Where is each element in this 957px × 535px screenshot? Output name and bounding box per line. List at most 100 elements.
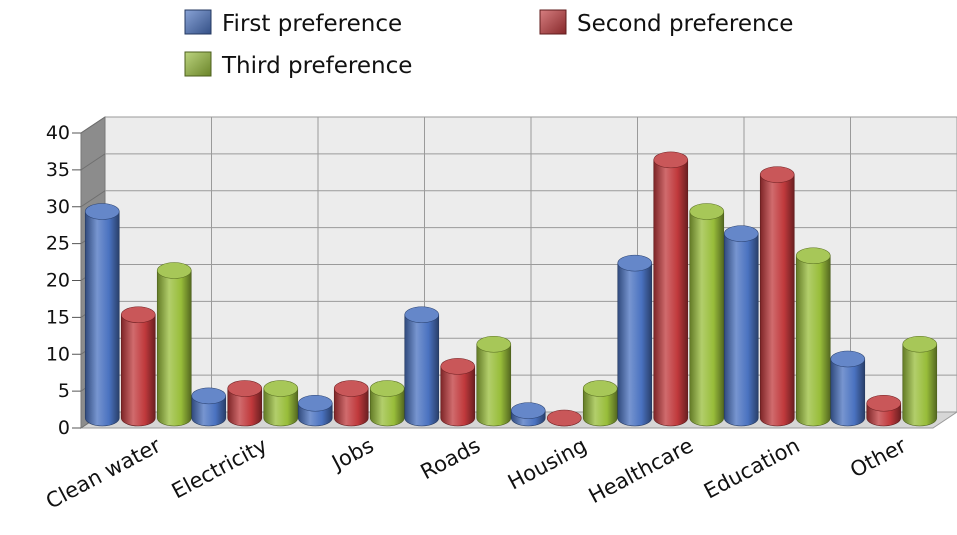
legend-label: First preference <box>222 11 402 37</box>
bar <box>476 335 512 427</box>
bar-top <box>723 225 759 242</box>
bar-body <box>404 314 440 427</box>
y-tick-label: 25 <box>46 233 70 255</box>
bar-body <box>582 388 618 427</box>
bar-top <box>617 254 653 272</box>
bar-body <box>795 255 831 427</box>
x-tick-label: Education <box>700 433 804 503</box>
bar <box>830 350 866 427</box>
bar <box>156 262 192 427</box>
y-axis-ticks: 0 5 10 15 20 25 30 35 40 <box>46 122 81 439</box>
legend-label: Third preference <box>221 53 412 79</box>
bar-top <box>369 380 405 397</box>
y-tick-label: 40 <box>46 122 70 144</box>
bar-top <box>404 306 440 324</box>
x-tick-label: Other <box>846 433 910 482</box>
bar <box>333 380 369 427</box>
bar <box>297 394 333 427</box>
bar-body <box>476 343 512 427</box>
bar-body <box>759 174 795 427</box>
side-gridline <box>80 116 106 134</box>
side-gridline <box>80 190 106 208</box>
bar <box>120 306 156 427</box>
bar-body <box>120 314 156 427</box>
bar-top <box>759 166 795 183</box>
bar-top <box>866 394 902 412</box>
bar <box>689 203 725 427</box>
side-gridline <box>80 153 106 171</box>
bar-top <box>84 203 120 220</box>
x-tick-label: Housing <box>504 433 591 494</box>
legend-item: Third preference <box>184 51 412 79</box>
bar-top <box>902 335 938 353</box>
bar <box>795 247 831 427</box>
legend-swatch <box>539 9 567 35</box>
bar-top <box>653 151 689 169</box>
y-tick-label: 10 <box>46 343 70 365</box>
bar-body <box>653 159 689 427</box>
bar-body <box>156 270 192 427</box>
bars <box>84 151 938 427</box>
bar-body <box>191 395 227 427</box>
bar <box>866 394 902 427</box>
y-tick-label: 20 <box>46 270 70 292</box>
y-tick-label: 35 <box>46 159 70 181</box>
bar-top <box>546 409 582 427</box>
bar-body <box>333 388 369 427</box>
bar-top <box>333 380 369 397</box>
y-tick-label: 5 <box>58 380 70 402</box>
y-tick-label: 15 <box>46 306 70 328</box>
legend-swatch <box>184 9 212 35</box>
bar-top <box>510 402 546 419</box>
bar-body <box>902 343 938 427</box>
bar <box>653 151 689 427</box>
y-tick-label: 30 <box>46 196 70 218</box>
bar <box>902 335 938 427</box>
x-tick-label: Clean water <box>42 433 165 514</box>
bar <box>510 402 546 427</box>
bar-top <box>156 262 192 279</box>
bar-top <box>120 306 156 324</box>
bar-body <box>617 262 653 427</box>
legend-item: Second preference <box>539 9 793 37</box>
bar-body <box>84 211 120 427</box>
bar-top <box>191 387 227 405</box>
bar-body <box>440 366 476 427</box>
bar-top <box>795 247 831 265</box>
bar <box>617 254 653 427</box>
bar <box>723 225 759 427</box>
x-tick-label: Jobs <box>326 433 377 475</box>
bar-top <box>227 380 263 397</box>
legend-swatch <box>184 51 212 77</box>
x-tick-label: Roads <box>417 433 484 484</box>
bar <box>263 380 299 427</box>
legend: First preference Second preference Third p… <box>184 9 793 79</box>
bar-top <box>689 203 725 220</box>
legend-label: Second preference <box>577 11 793 37</box>
bar <box>759 166 795 427</box>
x-axis-labels: Clean water Electricity Jobs Roads HousingHe… <box>42 433 910 514</box>
bar <box>84 203 120 427</box>
bar <box>582 380 618 427</box>
bar-body <box>830 358 866 427</box>
y-tick-label: 0 <box>58 417 70 439</box>
bar-top <box>297 394 333 412</box>
bar-body <box>263 388 299 427</box>
x-tick-label: Electricity <box>168 433 271 503</box>
x-tick-label: Healthcare <box>585 433 697 508</box>
bar-body <box>723 233 759 427</box>
bar <box>404 306 440 427</box>
bar <box>546 409 582 427</box>
bar <box>227 380 263 427</box>
bar-top <box>263 380 299 397</box>
bar-top <box>582 380 618 397</box>
bar <box>369 380 405 427</box>
bar-body <box>227 388 263 427</box>
bar-top <box>476 335 512 353</box>
legend-item: First preference <box>184 9 402 37</box>
bar-body <box>369 388 405 427</box>
bar-top <box>440 358 476 375</box>
bar <box>440 358 476 427</box>
